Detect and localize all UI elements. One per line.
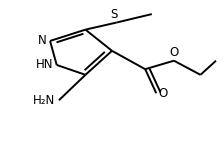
Text: H₂N: H₂N bbox=[33, 94, 56, 107]
Text: O: O bbox=[169, 46, 179, 59]
Text: O: O bbox=[158, 87, 168, 100]
Text: N: N bbox=[38, 34, 47, 47]
Text: HN: HN bbox=[36, 58, 53, 71]
Text: S: S bbox=[110, 8, 118, 21]
